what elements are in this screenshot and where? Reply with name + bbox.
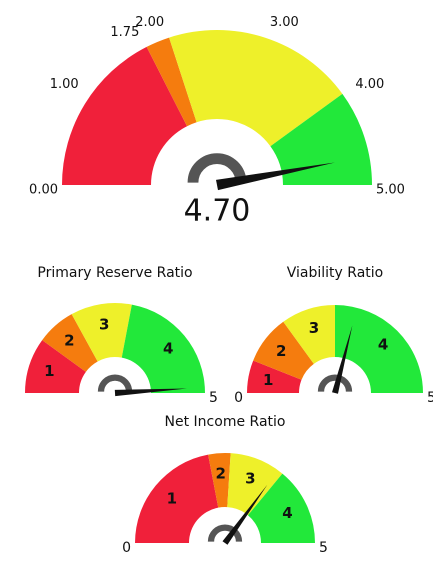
band-label: 4: [282, 504, 292, 522]
band-label: 1: [167, 490, 177, 508]
band-label: 3: [245, 469, 255, 487]
gauge-hub: [207, 524, 243, 542]
gauge-title: Viability Ratio: [287, 265, 383, 281]
gauge-title: Primary Reserve Ratio: [37, 265, 192, 281]
gauge-value: 4.70: [184, 194, 251, 229]
band-label: 2: [276, 342, 286, 360]
gauge-band: [135, 454, 219, 543]
tick-label: 5.00: [376, 183, 405, 198]
gauge-hub: [187, 153, 247, 183]
gauge-band: [208, 453, 231, 508]
gauge-hub: [317, 374, 353, 392]
gauge-needle: [114, 388, 187, 397]
gauge-band: [42, 314, 98, 372]
band-label: 4: [378, 335, 388, 353]
gauge-band: [283, 305, 335, 364]
band-label: 1: [44, 362, 54, 380]
band-label: 4: [163, 340, 173, 358]
gauge-band: [169, 30, 343, 147]
tick-label: 0: [234, 390, 243, 406]
band-label: 2: [64, 332, 74, 350]
tick-label: 5: [319, 540, 328, 556]
gauge-band: [71, 303, 132, 362]
tick-label: 0: [122, 540, 131, 556]
gauge-band: [253, 321, 314, 380]
gauge-band: [227, 453, 283, 516]
band-label: 3: [99, 315, 109, 333]
tick-label: 1.00: [50, 77, 79, 92]
band-label: 1: [263, 371, 273, 389]
tick-label: 0.00: [29, 183, 58, 198]
gauge-band: [270, 93, 372, 185]
tick-label: 5: [209, 390, 218, 406]
gauge-band: [335, 305, 423, 393]
band-label: 2: [215, 465, 225, 483]
gauge-needle: [332, 325, 353, 394]
gauge-band: [25, 340, 86, 393]
tick-label: 2.00: [135, 15, 164, 30]
gauge-needle: [216, 162, 335, 191]
gauge-band: [247, 360, 302, 393]
band-label: 3: [309, 319, 319, 337]
gauge-band: [121, 304, 206, 393]
tick-label: 4.00: [355, 77, 384, 92]
tick-label: 1.75: [110, 25, 139, 40]
gauge-band: [146, 37, 197, 127]
gauge-hub: [97, 374, 133, 392]
gauge-needle: [222, 484, 268, 545]
tick-label: 5: [427, 390, 433, 406]
gauge-band: [247, 473, 315, 543]
tick-label: 3.00: [270, 15, 299, 30]
gauge-band: [62, 46, 188, 186]
gauge-title: Net Income Ratio: [165, 414, 286, 430]
